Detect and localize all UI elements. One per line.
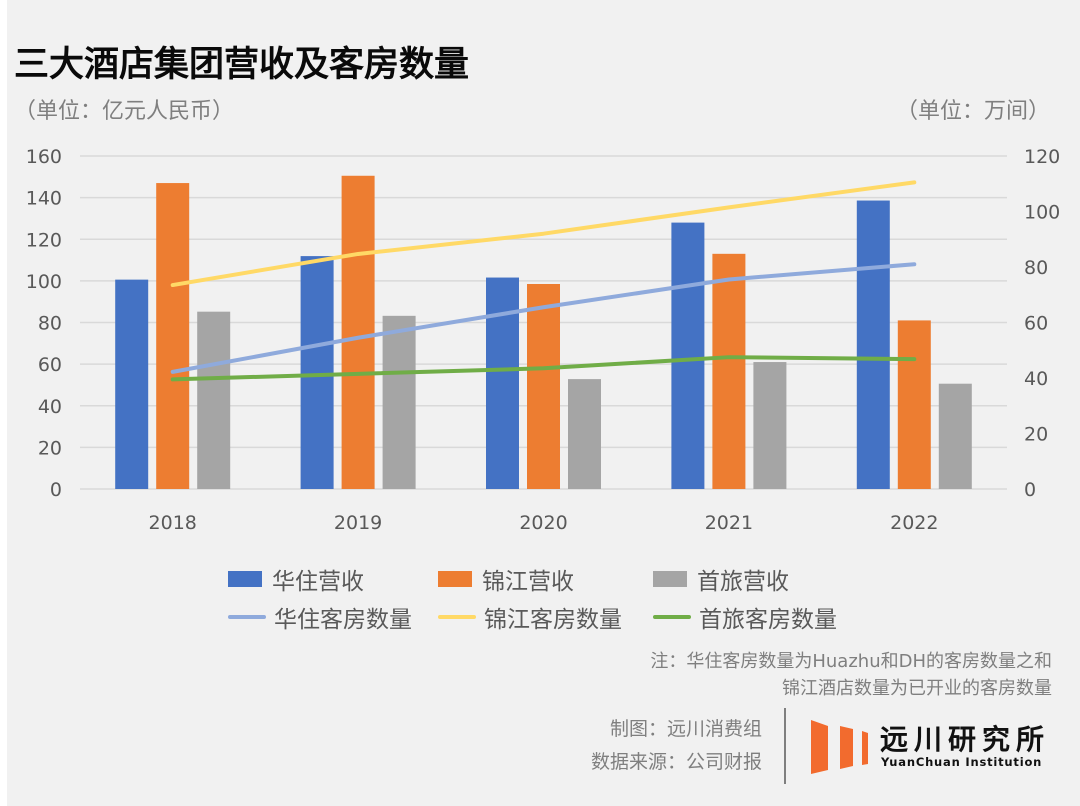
- line-华住客房数量: [170, 262, 917, 374]
- bar-首旅营收-2021: [753, 362, 787, 489]
- legend-swatch-shoulv-revenue: [653, 571, 687, 587]
- legend-swatch-huazhu-revenue: [228, 571, 262, 587]
- left-axis-tick-label: 80: [38, 313, 62, 335]
- legend-swatch-huazhu-rooms: [228, 615, 266, 619]
- credits-divider: [784, 708, 786, 784]
- legend-swatch-jinjiang-revenue: [438, 571, 472, 587]
- bar-华住营收-2022: [856, 200, 890, 489]
- bar-首旅营收-2018: [197, 311, 231, 489]
- x-axis-tick-label: 2018: [149, 512, 197, 534]
- bar-marks: [115, 175, 972, 489]
- x-axis-tick-label: 2019: [334, 512, 382, 534]
- right-axis-unit: （单位：万间）: [895, 99, 1050, 124]
- legend-label: 首旅客房数量: [699, 607, 837, 633]
- left-axis-tick-label: 60: [38, 354, 62, 376]
- legend-row-bars: 华住营收 锦江营收 首旅营收: [228, 560, 868, 598]
- bar-首旅营收-2020: [568, 379, 601, 489]
- x-axis-tick-label: 2021: [705, 512, 753, 534]
- x-axis-tick-label: 2022: [890, 512, 938, 534]
- right-axis-tick-label: 80: [1024, 257, 1048, 279]
- legend-item-shoulv-rooms: 首旅客房数量: [653, 600, 837, 634]
- left-axis-tick-label: 40: [38, 396, 62, 418]
- legend-item-jinjiang-revenue: 锦江营收: [438, 562, 653, 596]
- left-axis-tick-label: 0: [50, 479, 62, 501]
- chart-title: 三大酒店集团营收及客房数量: [14, 45, 470, 85]
- line-marks: [170, 180, 917, 382]
- bar-首旅营收-2022: [938, 383, 972, 489]
- bar-华住营收-2020: [486, 277, 519, 489]
- legend-swatch-shoulv-rooms: [653, 615, 691, 619]
- legend-label: 锦江客房数量: [484, 607, 622, 633]
- legend-swatch-jinjiang-rooms: [438, 615, 476, 619]
- right-axis-tick-label: 100: [1024, 202, 1060, 224]
- footnote-line-1: 注：华住客房数量为Huazhu和DH的客房数量之和: [650, 651, 1052, 672]
- left-axis-tick-label: 20: [38, 437, 62, 459]
- left-axis-unit: （单位：亿元人民币）: [14, 99, 235, 124]
- footnote: 注：华住客房数量为Huazhu和DH的客房数量之和 锦江酒店数量为已开业的客房数…: [650, 648, 1052, 702]
- legend-label: 首旅营收: [697, 569, 789, 595]
- bar-锦江营收-2019: [341, 175, 375, 489]
- right-axis-tick-label: 120: [1024, 146, 1060, 168]
- right-axis-tick-label: 40: [1024, 368, 1048, 390]
- x-axis-ticks: 2018 2019 2020 2021 2022: [149, 512, 939, 534]
- right-axis-ticks: 0 20 40 60 80 100 120: [1024, 146, 1060, 501]
- data-source: 数据来源：公司财报: [590, 751, 762, 773]
- bar-锦江营收-2021: [712, 253, 746, 489]
- legend-label: 华住营收: [272, 569, 364, 595]
- bar-锦江营收-2022: [897, 320, 931, 489]
- yuanchuan-logo-icon: [811, 720, 868, 774]
- left-axis-tick-label: 140: [26, 188, 62, 210]
- legend-row-lines: 华住客房数量 锦江客房数量 首旅客房数量: [228, 598, 868, 636]
- bar-华住营收-2018: [115, 279, 149, 489]
- combo-chart: 0 20 40 60 80 100 120 140 160 0 20 40 60 80 100 120 20…: [26, 146, 1061, 534]
- legend-label: 华住客房数量: [274, 607, 412, 633]
- right-axis-tick-label: 0: [1024, 479, 1036, 501]
- footnote-line-2: 锦江酒店数量为已开业的客房数量: [782, 678, 1052, 699]
- legend: 华住营收 锦江营收 首旅营收 华住客房数量 锦江客房数量 首旅客房数量: [228, 560, 868, 636]
- chart-author: 制图：远川消费组: [609, 718, 762, 740]
- legend-label: 锦江营收: [482, 569, 574, 595]
- left-axis-tick-label: 160: [26, 146, 62, 168]
- left-axis-ticks: 0 20 40 60 80 100 120 140 160: [26, 146, 62, 501]
- right-axis-tick-label: 60: [1024, 313, 1048, 335]
- x-axis-tick-label: 2020: [519, 512, 567, 534]
- logo-name-en: YuanChuan Institution: [881, 755, 1043, 769]
- left-axis-tick-label: 100: [26, 271, 62, 293]
- legend-item-shoulv-revenue: 首旅营收: [653, 562, 789, 596]
- line-锦江客房数量: [170, 180, 917, 288]
- line-首旅客房数量: [170, 355, 917, 382]
- right-axis-tick-label: 20: [1024, 424, 1048, 446]
- legend-item-huazhu-rooms: 华住客房数量: [228, 600, 438, 634]
- credits: 制图：远川消费组 数据来源：公司财报: [591, 713, 762, 779]
- left-axis-tick-label: 120: [26, 229, 62, 251]
- bar-华住营收-2019: [300, 256, 334, 489]
- bar-锦江营收-2018: [156, 183, 190, 489]
- legend-item-jinjiang-rooms: 锦江客房数量: [438, 600, 653, 634]
- bar-华住营收-2021: [671, 222, 705, 489]
- bar-首旅营收-2019: [382, 315, 416, 489]
- bar-锦江营收-2020: [527, 283, 560, 489]
- logo-name-cn: 远川研究所: [880, 723, 1051, 756]
- legend-item-huazhu-revenue: 华住营收: [228, 562, 438, 596]
